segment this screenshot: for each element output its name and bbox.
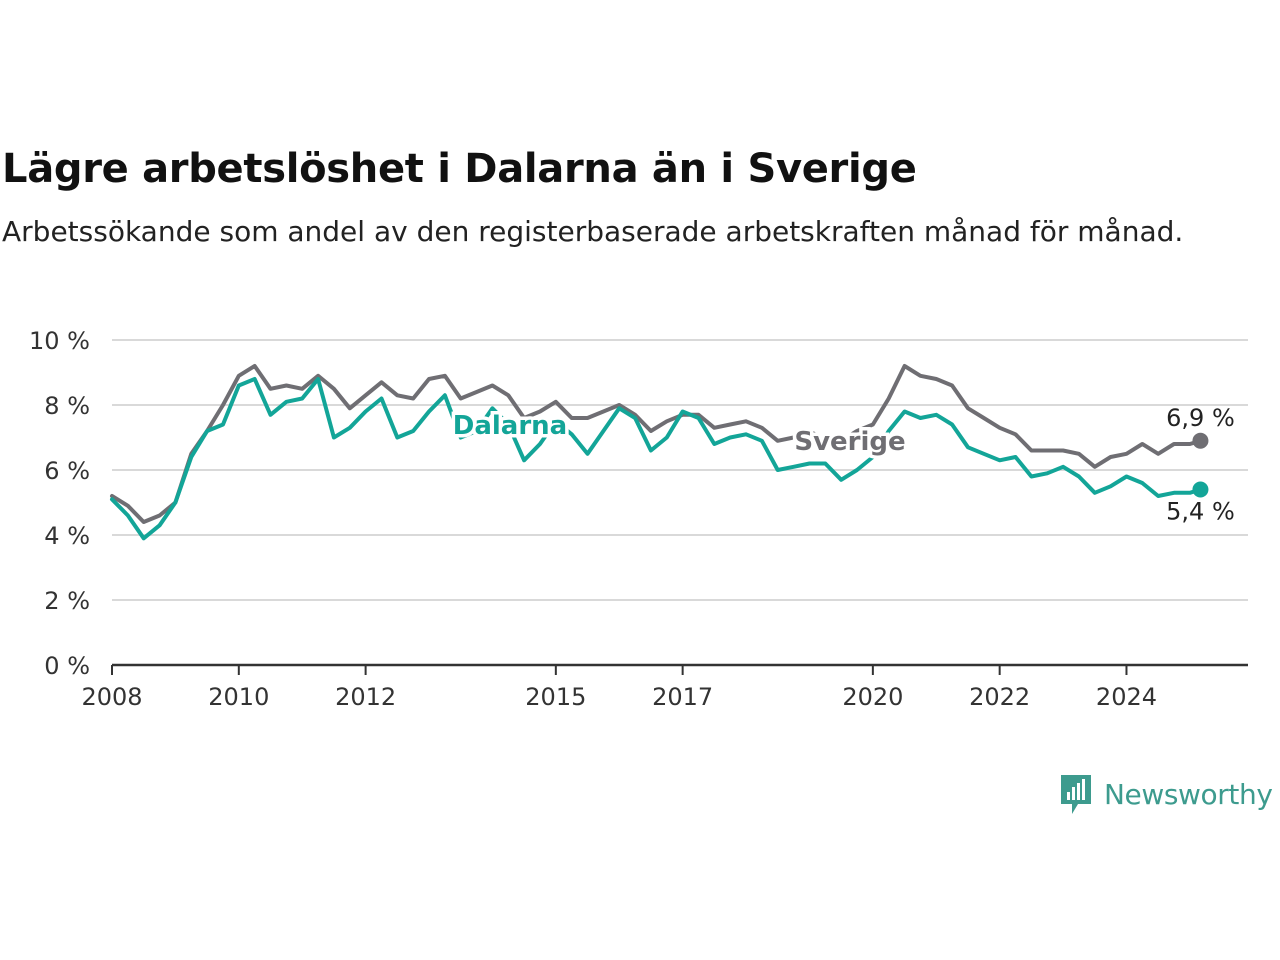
y-tick-label: 2 % xyxy=(44,587,90,615)
end-point-sverige xyxy=(1192,432,1209,449)
end-label-sverige: 6,9 % xyxy=(1166,404,1235,432)
x-tick-label: 2012 xyxy=(335,683,396,711)
x-tick-label: 2022 xyxy=(969,683,1030,711)
x-tick-label: 2024 xyxy=(1096,683,1157,711)
end-label-dalarna: 5,4 % xyxy=(1166,498,1235,526)
chart-title: Lägre arbetslöshet i Dalarna än i Sverig… xyxy=(2,146,917,192)
y-tick-label: 6 % xyxy=(44,457,90,485)
chart-subtitle: Arbetssökande som andel av den registerb… xyxy=(2,215,1184,248)
x-tick-label: 2017 xyxy=(652,683,713,711)
y-tick-label: 8 % xyxy=(44,392,90,420)
x-tick-label: 2010 xyxy=(208,683,269,711)
series-label-sverige: Sverige xyxy=(794,427,905,457)
series-line-dalarna xyxy=(110,377,1203,541)
series-label-dalarna: Dalarna xyxy=(453,411,567,441)
newsworthy-logo-text: Newsworthy xyxy=(1104,777,1273,811)
x-tick-label: 2008 xyxy=(81,683,142,711)
y-tick-label: 10 % xyxy=(29,327,90,355)
y-tick-label: 4 % xyxy=(44,522,90,550)
series-line-sverige xyxy=(110,364,1203,524)
x-tick-label: 2015 xyxy=(525,683,586,711)
end-point-dalarna xyxy=(1192,481,1209,498)
newsworthy-logo-icon xyxy=(1061,775,1091,814)
y-tick-label: 0 % xyxy=(44,652,90,680)
x-tick-label: 2020 xyxy=(842,683,903,711)
newsworthy-logo: Newsworthy xyxy=(1058,772,1273,816)
